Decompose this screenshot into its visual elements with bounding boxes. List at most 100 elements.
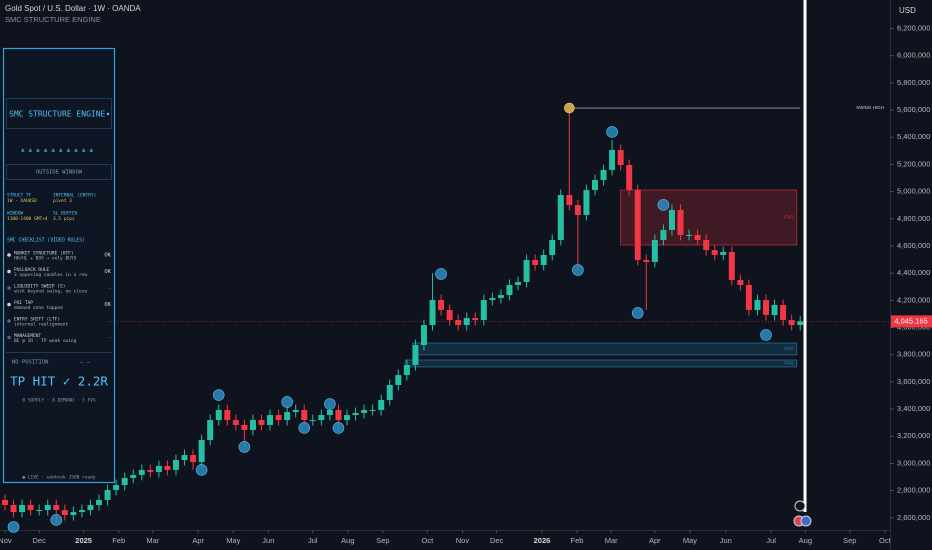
x-tick-label: Nov (456, 536, 470, 545)
candle-body (532, 259, 539, 265)
info-value: 3.5 pips (53, 216, 75, 222)
panel-frame (2, 47, 116, 484)
pivot-marker (435, 268, 447, 280)
candle-body (164, 465, 171, 470)
y-tick-label: 5,400,000 (897, 132, 930, 141)
x-tick-label: Sep (843, 536, 856, 545)
x-tick-label: Apr (192, 536, 204, 545)
candle-body (480, 300, 487, 321)
zone-label: FVG (785, 215, 795, 220)
zone (620, 189, 798, 246)
candle-body (241, 424, 248, 430)
x-tick-label: Feb (112, 536, 125, 545)
x-tick-label: Aug (799, 536, 812, 545)
candle-body (44, 504, 51, 511)
checklist-detail: internal realignment (14, 322, 68, 328)
candle-body (600, 170, 607, 181)
candle-body (754, 300, 761, 310)
y-tick-label: 4,600,000 (897, 241, 930, 250)
checklist-status: OK (104, 253, 111, 259)
zone (404, 359, 798, 368)
pivot-marker (631, 307, 644, 319)
y-tick-label: 3,400,000 (897, 404, 930, 413)
x-tick-label: Jul (308, 536, 318, 545)
event-icon[interactable] (794, 500, 806, 512)
candle-body (549, 239, 556, 255)
checklist-name: LIQUIDITY SWEEP (S) (14, 284, 65, 290)
candle-body (155, 465, 162, 472)
y-tick-label: 5,600,000 (897, 105, 930, 114)
checklist-name: PULLBACK RULE (14, 267, 50, 273)
checklist-dot (7, 253, 11, 257)
candle-body (335, 410, 342, 421)
candle-body (215, 410, 222, 421)
candle-body (668, 209, 675, 230)
candle-body (147, 469, 154, 472)
candle-body (686, 234, 693, 236)
candle-body (660, 229, 667, 240)
y-tick-label: 2,800,000 (897, 486, 930, 495)
candle-body (275, 415, 282, 421)
candle-body (70, 512, 77, 516)
candle-body (224, 410, 231, 421)
y-tick-label: 2,600,000 (897, 513, 930, 522)
pivot-marker (238, 441, 251, 453)
chart-subtitle: SMC STRUCTURE ENGINE (5, 15, 101, 24)
checklist-dot (7, 269, 11, 274)
candle-body (267, 415, 274, 425)
candle-body (506, 284, 513, 296)
x-tick-label: Jun (720, 536, 732, 545)
candle-body (609, 150, 616, 171)
checklist-detail: 3 opposing candles in a row (14, 272, 87, 278)
candle-body (720, 251, 727, 255)
candle-body (1, 499, 8, 505)
candle-body (326, 410, 333, 416)
candle-body (557, 195, 564, 240)
checklist-name: MANAGEMENT (14, 333, 41, 339)
y-tick-label: 5,000,000 (897, 187, 930, 196)
candle-body (515, 281, 522, 285)
checklist-title: SMC CHECKLIST (VIDEO RULES) (7, 238, 85, 244)
candle-body (412, 345, 419, 366)
x-tick-label: Aug (341, 536, 354, 545)
candle-body (438, 300, 445, 310)
y-tick-label: 6,200,000 (897, 24, 930, 33)
candle-body (121, 477, 128, 486)
candle-body (643, 259, 650, 263)
pivot-marker (50, 514, 63, 526)
position-detail: – – (80, 360, 91, 366)
checklist-dot (7, 319, 11, 323)
y-tick-label: 4,400,000 (897, 268, 930, 277)
zone (412, 342, 798, 356)
x-tick-label: Apr (649, 536, 661, 545)
swing-high-marker (564, 102, 575, 114)
candle-body (181, 454, 188, 461)
pivot-marker (195, 464, 208, 476)
y-tick-label: 5,200,000 (897, 159, 930, 168)
candle-body (190, 454, 197, 463)
candle-body (446, 309, 453, 321)
candle-body (352, 412, 359, 416)
candle-body (361, 410, 368, 413)
candle-body (472, 318, 479, 321)
pivot-marker (324, 398, 336, 410)
y-tick-label: 3,600,000 (897, 377, 930, 386)
checklist-detail: HH/HL + BOS → only BUYS (14, 256, 77, 262)
candle-body (463, 318, 470, 326)
checklist-name: ENTRY SHIFT (LTF) (14, 317, 60, 323)
info-value: pivot 3 (53, 198, 72, 204)
candle-body (19, 504, 26, 513)
pivot-marker (298, 422, 311, 434)
zone-label: FVG (785, 346, 795, 351)
candle-body (344, 415, 351, 421)
candle-body (763, 300, 770, 316)
panel-dot (106, 112, 110, 116)
plot-area: FVG FVG FVG SWING HIGH (0, 102, 890, 533)
candle-body (36, 510, 43, 512)
position-status: NO POSITION (12, 360, 48, 366)
candle-body (626, 164, 633, 190)
event-icon[interactable] (800, 515, 812, 527)
candle-body (745, 284, 752, 310)
y-tick-label: 4,200,000 (897, 295, 930, 304)
